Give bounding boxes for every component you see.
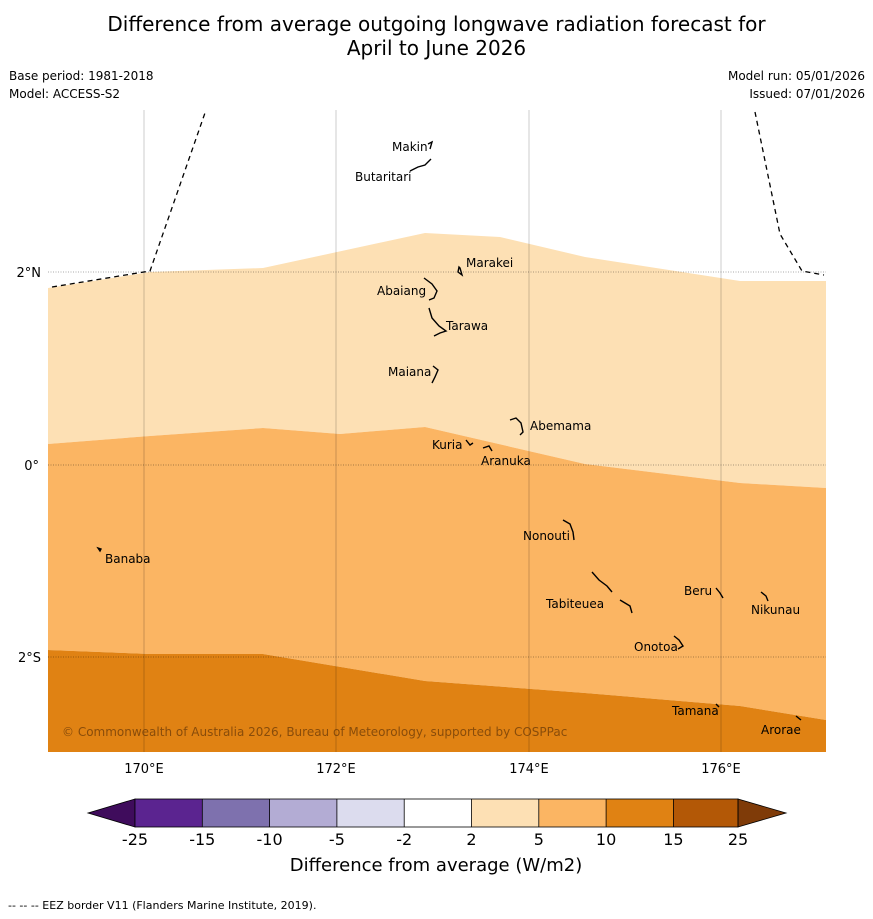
eez-border-west bbox=[51, 109, 207, 288]
island-shape-kuria bbox=[465, 439, 474, 446]
footnote: -- -- -- EEZ border V11 (Flanders Marine… bbox=[8, 899, 317, 912]
island-shape-tabiteuea bbox=[591, 571, 633, 614]
island-shape-abemama bbox=[509, 417, 524, 436]
lon-label-172e: 172°E bbox=[316, 762, 356, 777]
island-shape-abaiang bbox=[423, 277, 438, 301]
island-label-tamana: Tamana bbox=[671, 704, 719, 718]
island-shape-nikunau bbox=[760, 591, 769, 602]
lon-label-170e: 170°E bbox=[124, 762, 164, 777]
island-shape-nonouti bbox=[562, 519, 575, 541]
island-label-banaba: Banaba bbox=[105, 552, 151, 566]
colorbar-tick-3: -10 bbox=[257, 830, 283, 849]
meta-left: Base period: 1981-2018 Model: ACCESS-S2 bbox=[9, 67, 154, 103]
island-labels: Makin Butaritari Marakei Abaiang Tarawa … bbox=[105, 140, 801, 737]
island-label-makin: Makin bbox=[392, 140, 428, 154]
island-shape-butaritari bbox=[409, 158, 432, 172]
island-label-abemama: Abemama bbox=[530, 419, 591, 433]
meta-right: Model run: 05/01/2026 Issued: 07/01/2026 bbox=[728, 67, 865, 103]
lat-label-2s: 2°S bbox=[18, 651, 41, 666]
colorbar-tick-7: 5 bbox=[534, 830, 544, 849]
lon-label-174e: 174°E bbox=[509, 762, 549, 777]
colorbar-tick-10: 25 bbox=[728, 830, 748, 849]
model-run: Model run: 05/01/2026 bbox=[727, 69, 865, 83]
title-line-2: April to June 2026 bbox=[346, 36, 527, 60]
island-shape-marakei bbox=[457, 265, 464, 277]
island-shape-tamana bbox=[715, 703, 720, 708]
colorbar-segment-1 bbox=[135, 799, 203, 827]
island-label-maiana: Maiana bbox=[388, 365, 431, 379]
colorbar-tick-4: -5 bbox=[329, 830, 345, 849]
island-shape-arorae bbox=[795, 715, 802, 721]
colorbar-segment-5 bbox=[404, 799, 472, 827]
colorbar-segment-2 bbox=[202, 799, 270, 827]
colorbar-tick-9: 15 bbox=[663, 830, 683, 849]
island-shape-onotoa bbox=[673, 635, 684, 650]
band-light bbox=[48, 233, 826, 488]
lat-label-2n: 2°N bbox=[17, 266, 42, 281]
band-mid bbox=[48, 427, 826, 720]
colorbar-tick-6: 2 bbox=[466, 830, 476, 849]
island-label-tarawa: Tarawa bbox=[445, 319, 488, 333]
issued-date: Issued: 07/01/2026 bbox=[749, 87, 865, 101]
island-label-arorae: Arorae bbox=[761, 723, 801, 737]
island-label-tabiteuea: Tabiteuea bbox=[545, 597, 604, 611]
lat-label-0: 0° bbox=[24, 459, 39, 474]
colorbar-extend-high bbox=[737, 798, 788, 828]
island-shape-aranuka bbox=[482, 445, 493, 452]
eez-border-east bbox=[754, 111, 825, 276]
island-label-aranuka: Aranuka bbox=[481, 454, 531, 468]
island-outlines bbox=[96, 140, 802, 721]
colorbar-tick-5: -2 bbox=[396, 830, 412, 849]
colorbar-segment-4 bbox=[336, 799, 405, 827]
colorbar-segment-9 bbox=[673, 799, 738, 827]
island-label-nikunau: Nikunau bbox=[751, 603, 800, 617]
colorbar-segment-3 bbox=[269, 799, 337, 827]
island-label-kuria: Kuria bbox=[432, 438, 463, 452]
island-shape-tarawa bbox=[428, 307, 448, 337]
island-label-nonouti: Nonouti bbox=[523, 529, 570, 543]
chart-title: Difference from average outgoing longwav… bbox=[0, 12, 873, 60]
island-shape-beru bbox=[715, 587, 724, 599]
island-shape-maiana bbox=[431, 365, 439, 384]
base-period: Base period: 1981-2018 bbox=[9, 69, 154, 83]
island-label-marakei: Marakei bbox=[466, 256, 513, 270]
lon-label-176e: 176°E bbox=[701, 762, 741, 777]
model-name: Model: ACCESS-S2 bbox=[9, 87, 121, 101]
island-shape-makin bbox=[427, 140, 434, 150]
island-label-beru: Beru bbox=[684, 584, 712, 598]
island-shape-banaba bbox=[96, 546, 102, 553]
copyright-notice: © Commonwealth of Australia 2026, Bureau… bbox=[62, 725, 567, 739]
colorbar-segment-6 bbox=[471, 799, 539, 827]
island-label-onotoa: Onotoa bbox=[634, 640, 678, 654]
axis-labels: 170°E 172°E 174°E 176°E 2°N 0° 2°S bbox=[17, 266, 741, 777]
colorbar-segment-8 bbox=[606, 799, 674, 827]
band-dark bbox=[48, 650, 826, 752]
title-line-1: Difference from average outgoing longwav… bbox=[107, 12, 766, 36]
colorbar-tick-2: -15 bbox=[189, 830, 215, 849]
island-label-abaiang: Abaiang bbox=[377, 284, 426, 298]
colorbar-segment-7 bbox=[538, 799, 607, 827]
eez-borders bbox=[51, 109, 825, 288]
colorbar-extend-low bbox=[86, 798, 136, 828]
island-label-butaritari: Butaritari bbox=[355, 170, 412, 184]
colorbar: -25 -15 -10 -5 -2 2 5 10 15 25 Differenc… bbox=[86, 798, 788, 876]
colorbar-tick-1: -25 bbox=[122, 830, 148, 849]
colorbar-tick-8: 10 bbox=[596, 830, 616, 849]
graticule bbox=[48, 110, 826, 752]
colorbar-title: Difference from average (W/m2) bbox=[290, 855, 582, 876]
